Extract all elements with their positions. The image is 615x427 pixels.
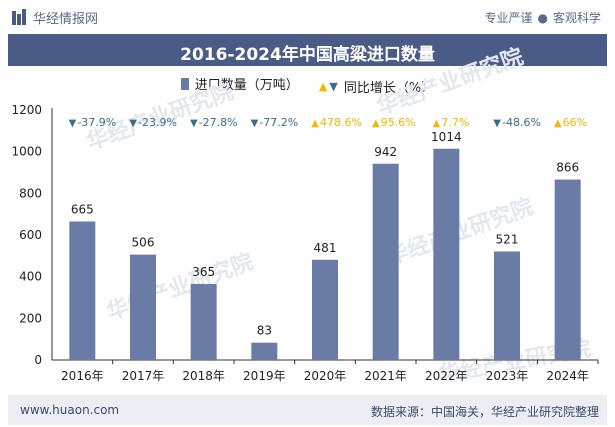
y-tick-label: 1200 <box>11 103 42 117</box>
growth-down-triangle-icon: ▼ <box>190 118 198 129</box>
growth-up-triangle-icon: ▲ <box>554 118 562 129</box>
y-tick-label: 800 <box>19 186 42 200</box>
bar-value-label: 521 <box>496 232 519 246</box>
bar-2024年 <box>554 179 581 360</box>
growth-up-triangle-icon: ▲ <box>372 118 380 129</box>
growth-down-triangle-icon: ▼ <box>251 118 259 129</box>
watermark-text: 华经产业研究院 <box>103 249 257 326</box>
legend-label-volume: 进口数量（万吨） <box>194 78 299 93</box>
bar-value-label: 365 <box>192 265 215 279</box>
y-tick-label: 1000 <box>11 145 42 159</box>
x-tick-label: 2017年 <box>122 369 165 383</box>
x-tick-label: 2023年 <box>486 369 529 383</box>
growth-label: 95.6% <box>381 116 416 129</box>
brand-name: 华经情报网 <box>33 12 99 27</box>
legend-swatch-bar <box>180 77 189 90</box>
x-tick-label: 2018年 <box>182 369 225 383</box>
bar-2017年 <box>130 254 156 360</box>
slogan: 专业严谨 ● 客观科学 <box>484 9 601 26</box>
bar-2020年 <box>312 259 338 360</box>
slogan-left: 专业严谨 <box>484 11 533 25</box>
bar-2023年 <box>494 251 520 360</box>
bar-2018年 <box>190 283 217 360</box>
bar-2021年 <box>372 163 399 360</box>
x-tick-label: 2020年 <box>304 369 347 383</box>
bar-2019年 <box>251 342 278 360</box>
growth-label: 478.6% <box>320 116 362 129</box>
growth-down-triangle-icon: ▼ <box>493 118 501 129</box>
bar-value-label: 83 <box>257 324 272 338</box>
x-tick-label: 2021年 <box>364 369 407 383</box>
growth-up-triangle-icon: ▲ <box>311 118 319 129</box>
bar-2022年 <box>433 148 460 360</box>
bar-value-label: 942 <box>374 145 397 159</box>
y-tick-label: 600 <box>19 228 42 242</box>
bar-value-label: 665 <box>71 202 94 216</box>
x-tick-label: 2024年 <box>546 369 589 383</box>
legend-item-growth: ▲ ▼ 同比增长（%） <box>319 77 434 96</box>
growth-label: -77.2% <box>259 116 298 129</box>
watermark-text: 华经产业研究院 <box>373 44 527 121</box>
x-tick-label: 2022年 <box>425 369 468 383</box>
bar-value-label: 1014 <box>431 130 462 144</box>
growth-label: -27.8% <box>199 116 238 129</box>
data-source: 数据来源：中国海关，华经产业研究院整理 <box>370 405 599 419</box>
growth-label: 7.7% <box>441 116 469 129</box>
y-tick-label: 400 <box>19 270 42 284</box>
dot-separator: ● <box>537 11 548 25</box>
legend: 进口数量（万吨） ▲ ▼ 同比增长（%） <box>0 74 615 96</box>
top-bar: 华经情报网 专业严谨 ● 客观科学 <box>0 0 615 34</box>
growth-label: -37.9% <box>77 116 116 129</box>
growth-up-triangle-icon: ▲ <box>433 118 441 129</box>
growth-label: -48.6% <box>502 116 541 129</box>
x-tick-label: 2019年 <box>243 369 286 383</box>
y-tick-label: 200 <box>19 311 42 325</box>
bar-value-label: 481 <box>314 241 337 255</box>
title-bar: 2016-2024年中国高粱进口数量 <box>8 34 607 66</box>
website-link[interactable]: www.huaon.com <box>20 403 120 417</box>
bar-value-label: 866 <box>556 161 579 175</box>
bar-2016年 <box>69 221 96 360</box>
bar-value-label: 506 <box>132 236 155 250</box>
growth-label: -23.9% <box>138 116 177 129</box>
growth-down-triangle-icon: ▼ <box>69 118 77 129</box>
y-tick-label: 0 <box>34 353 42 367</box>
down-triangle-icon: ▼ <box>329 79 338 93</box>
x-tick-label: 2016年 <box>61 369 104 383</box>
chart-title: 2016-2024年中国高粱进口数量 <box>180 45 435 65</box>
slogan-right: 客观科学 <box>552 11 601 25</box>
footer: www.huaon.com 数据来源：中国海关，华经产业研究院整理 <box>8 395 607 425</box>
legend-label-growth: 同比增长（%） <box>343 80 435 96</box>
growth-label: 66% <box>563 116 587 129</box>
growth-down-triangle-icon: ▼ <box>129 118 137 129</box>
legend-item-volume: 进口数量（万吨） <box>180 74 299 93</box>
logo-icon <box>12 9 26 25</box>
up-triangle-icon: ▲ <box>318 79 328 93</box>
